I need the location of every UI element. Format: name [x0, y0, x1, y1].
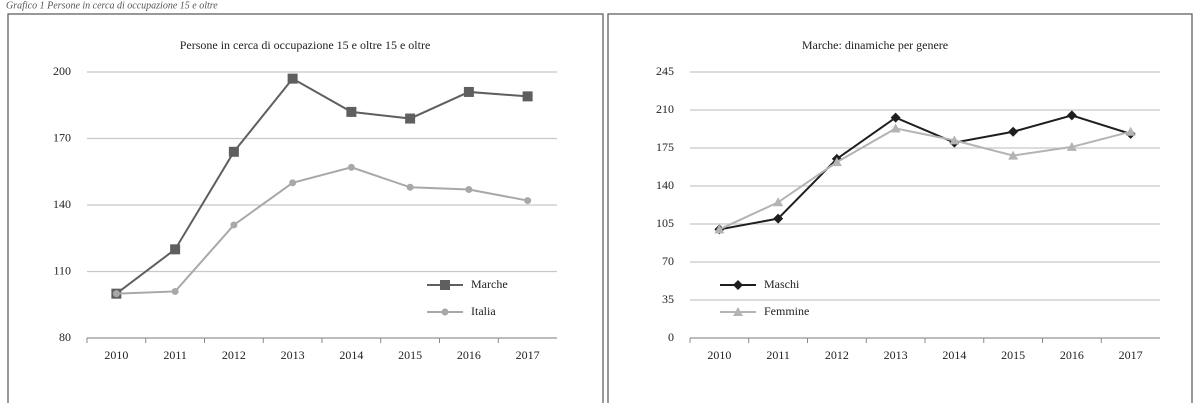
legend-label: Femmine — [764, 304, 809, 318]
y-tick-label: 110 — [53, 263, 71, 277]
marker — [289, 179, 297, 187]
x-tick-label: 2011 — [766, 348, 790, 362]
panel — [7, 13, 604, 403]
marker — [773, 197, 784, 207]
x-tick-label: 2015 — [1001, 348, 1025, 362]
x-tick-label: 2014 — [942, 348, 966, 362]
x-tick-label: 2016 — [457, 348, 481, 362]
marker — [347, 163, 355, 171]
marker — [170, 244, 181, 255]
y-tick-label: 210 — [656, 102, 674, 116]
marker — [1008, 126, 1019, 137]
y-tick-label: 140 — [53, 197, 71, 211]
y-tick-label: 175 — [656, 140, 674, 154]
legend-label: Marche — [471, 277, 508, 291]
x-tick-label: 2016 — [1060, 348, 1084, 362]
x-tick-label: 2015 — [398, 348, 422, 362]
marker — [733, 280, 743, 290]
y-tick-label: 70 — [662, 254, 674, 268]
x-tick-label: 2012 — [222, 348, 246, 362]
marker — [714, 224, 725, 234]
series-line — [719, 114, 1131, 231]
marker — [406, 183, 414, 191]
marker — [441, 308, 449, 316]
marker — [1008, 150, 1019, 160]
chart-title: Persone in cerca di occupazione 15 e olt… — [180, 38, 431, 52]
series-line — [116, 166, 528, 295]
y-tick-label: 80 — [59, 330, 71, 344]
x-tick-label: 2014 — [339, 348, 363, 362]
marker — [112, 290, 120, 298]
marker — [405, 113, 416, 124]
chart-title: Marche: dinamiche per genere — [802, 38, 948, 52]
marker — [522, 91, 533, 102]
marker — [465, 185, 473, 193]
marker — [1125, 126, 1136, 136]
marker — [463, 86, 474, 97]
y-tick-label: 245 — [656, 64, 674, 78]
marker — [228, 146, 239, 157]
y-tick-label: 0 — [668, 330, 674, 344]
x-tick-label: 2012 — [825, 348, 849, 362]
marker — [831, 157, 842, 167]
x-tick-label: 2013 — [884, 348, 908, 362]
panel — [607, 13, 1193, 403]
marker — [773, 213, 784, 224]
y-tick-label: 105 — [656, 216, 674, 230]
caption: Grafico 1 Persone in cerca di occupazion… — [6, 0, 218, 11]
marker — [287, 73, 298, 84]
y-tick-label: 200 — [53, 64, 71, 78]
marker — [440, 280, 450, 290]
x-tick-label: 2010 — [104, 348, 128, 362]
marker — [949, 135, 960, 145]
marker — [890, 112, 901, 123]
series-line — [115, 77, 528, 295]
series-line — [718, 127, 1131, 231]
y-tick-label: 35 — [662, 292, 674, 306]
legend-label: Maschi — [764, 277, 800, 291]
x-tick-label: 2017 — [1119, 348, 1143, 362]
marker — [890, 123, 901, 133]
marker — [1066, 110, 1077, 121]
x-tick-label: 2010 — [707, 348, 731, 362]
x-tick-label: 2017 — [516, 348, 540, 362]
legend-label: Italia — [471, 304, 496, 318]
marker — [524, 197, 532, 205]
marker — [346, 106, 357, 117]
marker — [230, 221, 238, 229]
marker — [1066, 141, 1077, 151]
x-tick-label: 2013 — [281, 348, 305, 362]
marker — [733, 307, 743, 316]
y-tick-label: 140 — [656, 178, 674, 192]
marker — [171, 287, 179, 295]
x-tick-label: 2011 — [163, 348, 187, 362]
y-tick-label: 170 — [53, 130, 71, 144]
